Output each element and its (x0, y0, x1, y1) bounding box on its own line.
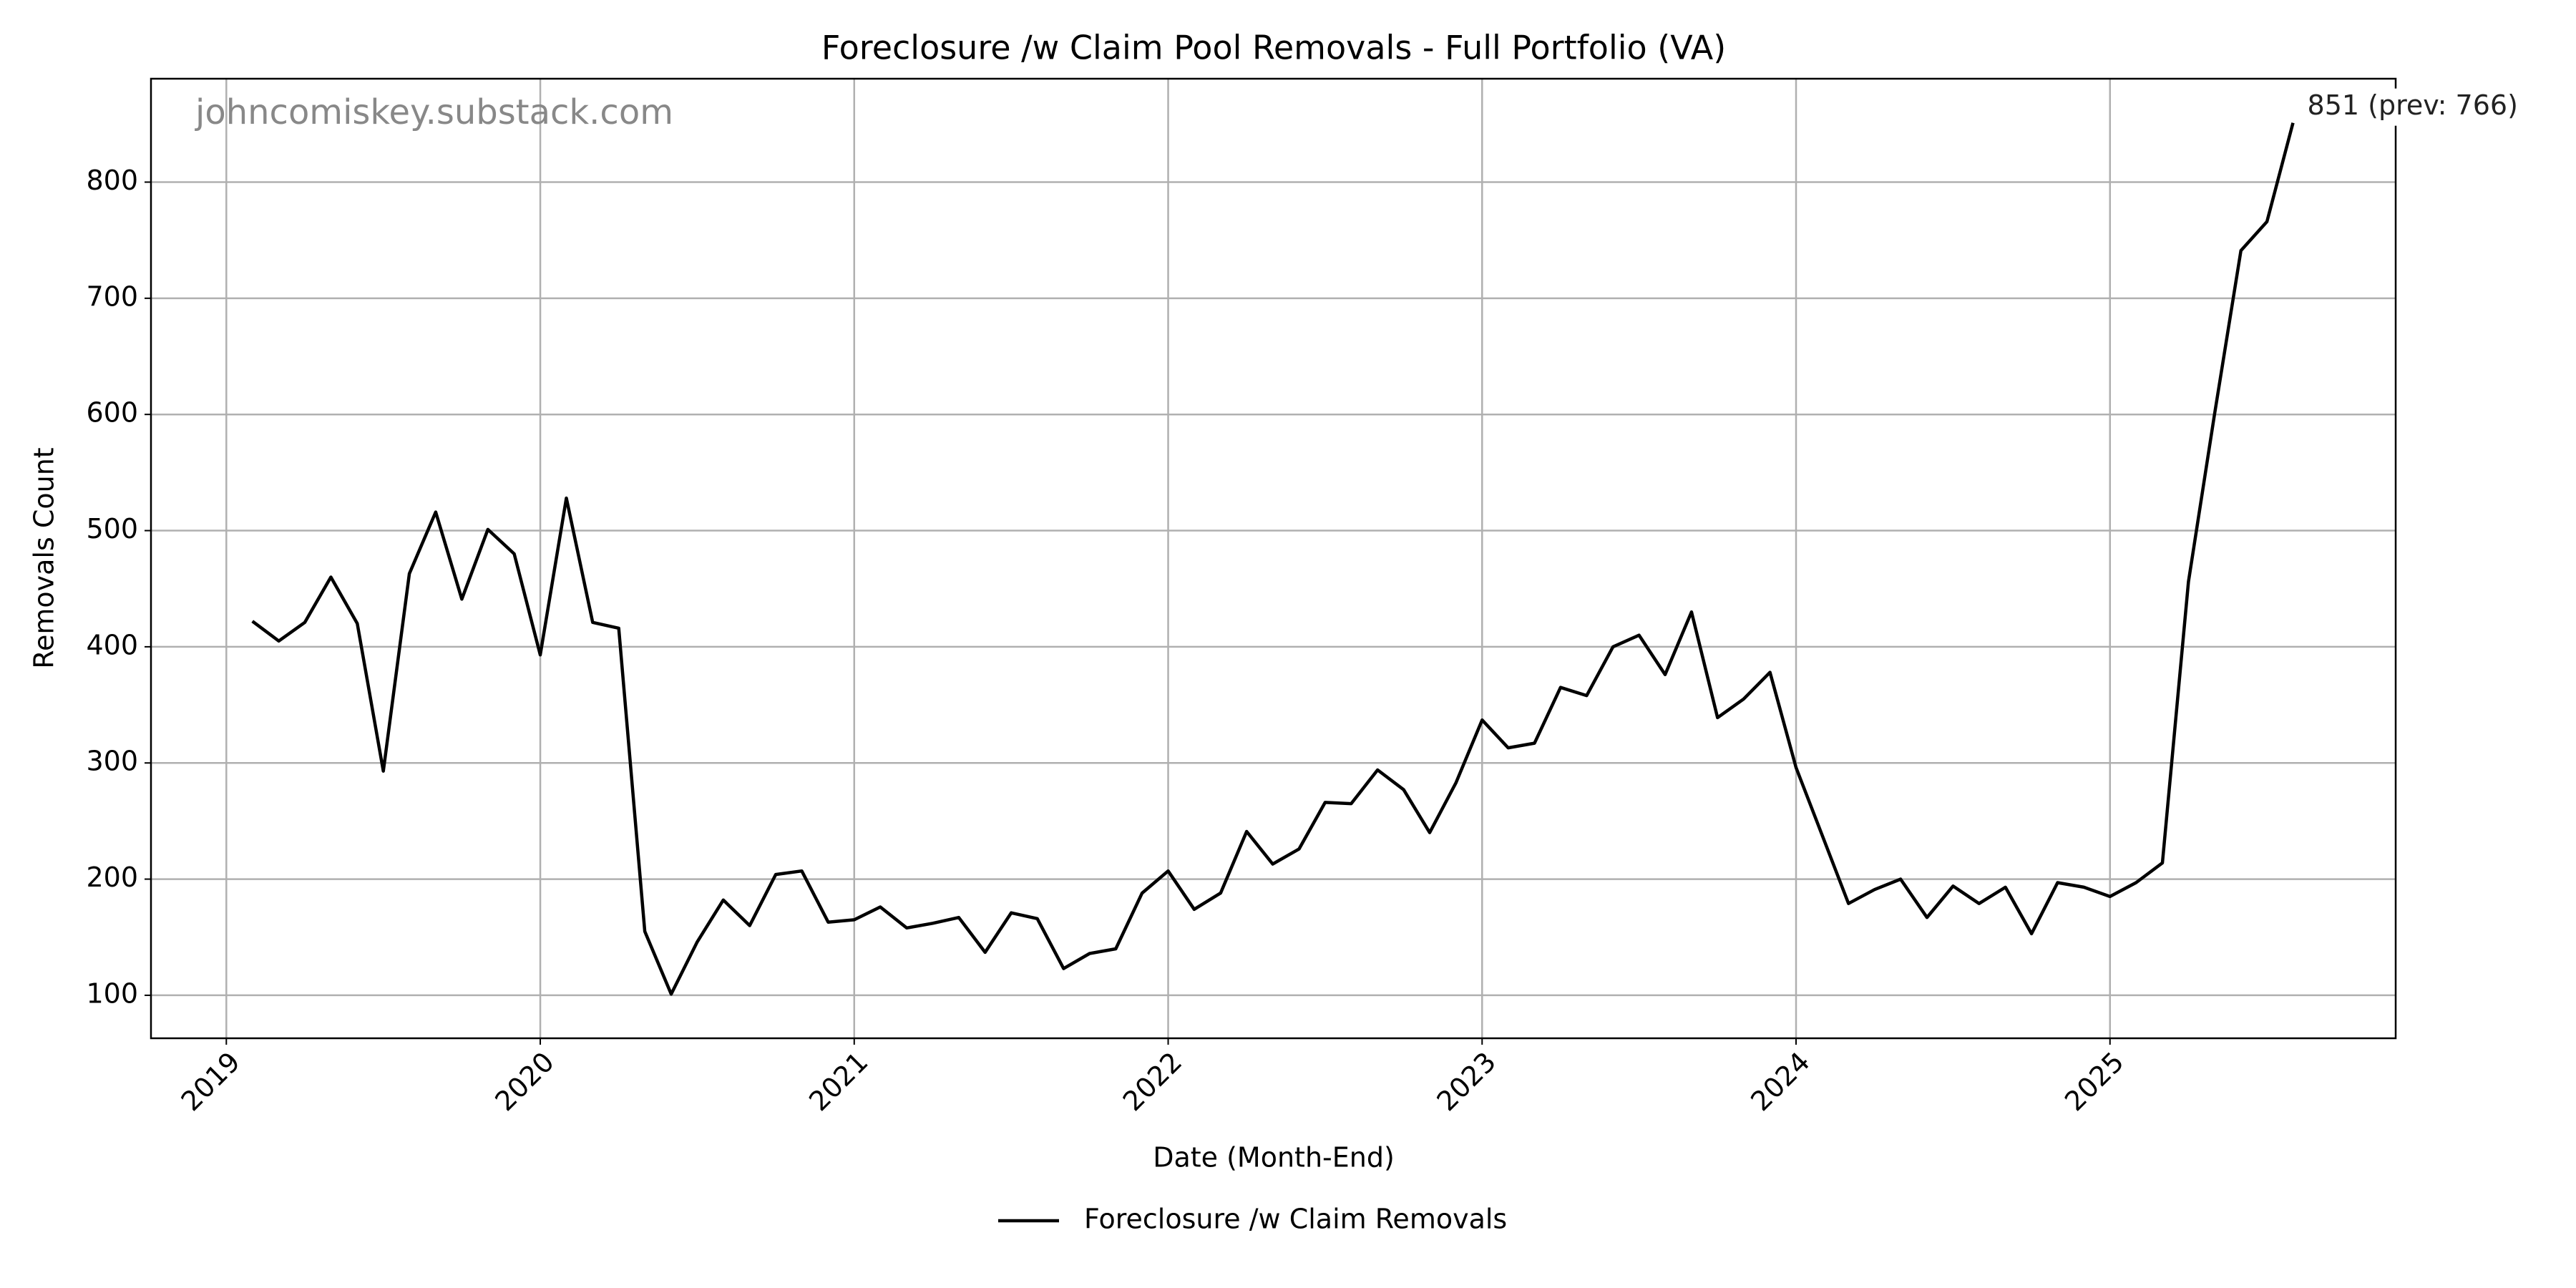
watermark: johncomiskey.substack.com (195, 92, 673, 132)
y-axis-label: Removals Count (29, 447, 60, 668)
y-tick-label: 700 (86, 280, 138, 312)
x-axis-label: Date (Month-End) (1153, 1142, 1395, 1174)
annotation-bg (2304, 88, 2522, 126)
data-line (251, 122, 2295, 996)
y-tick-label: 400 (86, 629, 138, 660)
legend-label: Foreclosure /w Claim Removals (1084, 1204, 1507, 1235)
legend: Foreclosure /w Claim Removals (998, 1204, 1507, 1235)
y-tick-label: 100 (86, 977, 138, 1009)
y-tick-label: 200 (86, 862, 138, 893)
annotation: 851 (prev: 766) (2308, 89, 2518, 121)
y-tick-label: 600 (86, 397, 138, 429)
y-tick-label: 500 (86, 513, 138, 545)
y-tick-label: 800 (86, 165, 138, 196)
plot-frame (150, 77, 2397, 1040)
y-tick-label: 300 (86, 746, 138, 777)
chart-title: Foreclosure /w Claim Pool Removals - Ful… (821, 29, 1726, 67)
